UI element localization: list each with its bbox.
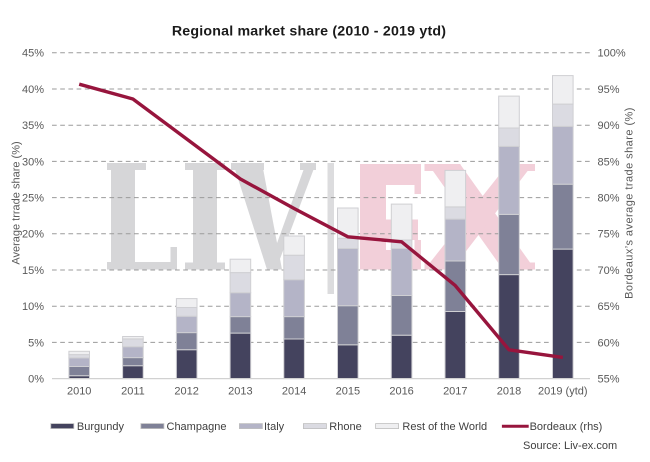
svg-text:55%: 55% — [598, 374, 620, 386]
svg-text:2013: 2013 — [228, 386, 252, 398]
svg-text:40%: 40% — [22, 84, 44, 96]
svg-text:Regional market share (2010 -: Regional market share (2010 - 2019 ytd) — [172, 24, 446, 40]
svg-text:30%: 30% — [22, 156, 44, 168]
svg-text:85%: 85% — [598, 156, 620, 168]
svg-text:Italy: Italy — [264, 421, 285, 433]
svg-text:0%: 0% — [28, 374, 44, 386]
svg-text:100%: 100% — [598, 48, 626, 60]
svg-text:2014: 2014 — [282, 386, 306, 398]
svg-text:2016: 2016 — [389, 386, 413, 398]
svg-text:95%: 95% — [598, 84, 620, 96]
svg-text:2010: 2010 — [67, 386, 91, 398]
svg-text:Champagne: Champagne — [167, 421, 227, 433]
svg-text:Burgundy: Burgundy — [77, 421, 125, 433]
svg-text:2017: 2017 — [443, 386, 467, 398]
svg-text:2018: 2018 — [497, 386, 521, 398]
svg-text:Bordeaux’s average trade share: Bordeaux’s average trade share (%) — [624, 107, 636, 299]
svg-text:2019 (ytd): 2019 (ytd) — [538, 386, 588, 398]
svg-text:Source: Liv-ex.com: Source: Liv-ex.com — [523, 440, 617, 452]
svg-text:65%: 65% — [598, 301, 620, 313]
svg-text:Rest of the World: Rest of the World — [402, 421, 487, 433]
svg-text:2012: 2012 — [174, 386, 198, 398]
svg-text:2011: 2011 — [121, 386, 145, 398]
svg-text:75%: 75% — [598, 229, 620, 241]
svg-text:90%: 90% — [598, 120, 620, 132]
svg-text:15%: 15% — [22, 265, 44, 277]
svg-text:80%: 80% — [598, 193, 620, 205]
svg-text:5%: 5% — [28, 337, 44, 349]
svg-text:20%: 20% — [22, 229, 44, 241]
svg-text:Average trrade share (%): Average trrade share (%) — [11, 141, 23, 264]
svg-text:Bordeaux (rhs): Bordeaux (rhs) — [530, 421, 603, 433]
svg-text:Rhone: Rhone — [329, 421, 361, 433]
svg-text:35%: 35% — [22, 120, 44, 132]
svg-text:70%: 70% — [598, 265, 620, 277]
svg-text:45%: 45% — [22, 48, 44, 60]
svg-text:10%: 10% — [22, 301, 44, 313]
svg-text:25%: 25% — [22, 193, 44, 205]
svg-text:2015: 2015 — [336, 386, 360, 398]
svg-text:60%: 60% — [598, 337, 620, 349]
